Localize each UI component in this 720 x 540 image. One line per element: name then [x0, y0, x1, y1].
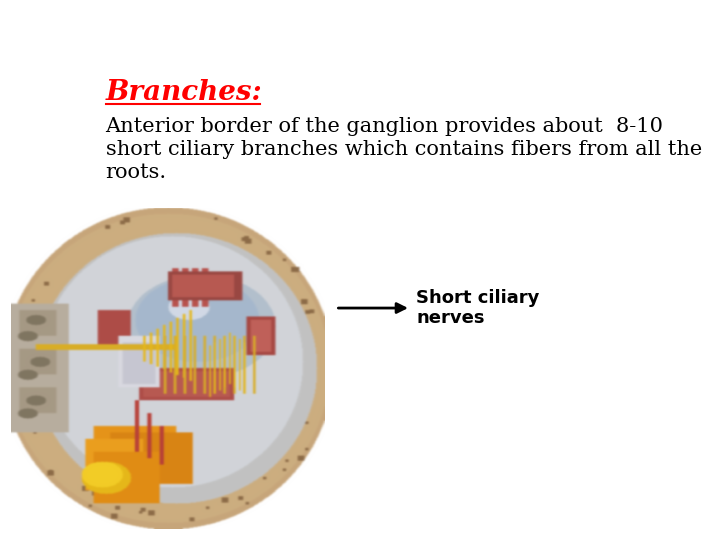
Text: short ciliary branches which contains fibers from all the: short ciliary branches which contains fi…	[106, 140, 702, 159]
Text: Short ciliary
nerves: Short ciliary nerves	[416, 289, 540, 327]
Text: Branches:: Branches:	[106, 79, 262, 106]
Text: Anterior border of the ganglion provides about  8-10: Anterior border of the ganglion provides…	[106, 117, 664, 136]
Text: roots.: roots.	[106, 163, 167, 181]
